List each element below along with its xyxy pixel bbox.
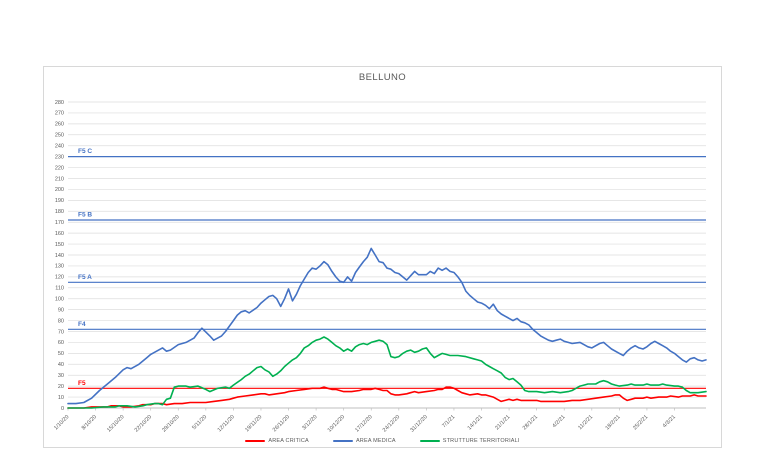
x-tick-label: 1/10/20 bbox=[53, 414, 70, 431]
y-tick-label: 120 bbox=[55, 275, 64, 281]
x-tick-label: 18/2/21 bbox=[605, 414, 622, 431]
x-tick-label: 14/1/21 bbox=[467, 414, 484, 431]
x-tick-label: 12/11/20 bbox=[217, 414, 236, 433]
x-tick-label: 3/12/20 bbox=[301, 414, 318, 431]
legend-item-area-critica: AREA CRITICA bbox=[245, 438, 309, 444]
y-tick-label: 70 bbox=[58, 329, 64, 335]
x-tick-label: 29/10/20 bbox=[161, 414, 180, 433]
y-tick-label: 280 bbox=[55, 100, 64, 106]
chart-card: BELLUNO 0 10 20 30 40 50 60 70 80 90 100 110 120 130 1… bbox=[43, 66, 722, 448]
y-tick-label: 230 bbox=[55, 154, 64, 160]
legend-item-strutture-territoriali: STRUTTURE TERRITORIALI bbox=[419, 438, 520, 444]
threshold-label-f5-b: F5 B bbox=[78, 212, 92, 219]
y-tick-label: 110 bbox=[55, 286, 64, 292]
x-tick-label: 4/2/21 bbox=[552, 414, 567, 429]
y-tick-label: 80 bbox=[58, 318, 64, 324]
legend-item-area-medica: AREA MEDICA bbox=[332, 438, 396, 444]
y-tick-label: 30 bbox=[58, 373, 64, 379]
threshold-label-f5-c: F5 C bbox=[78, 148, 92, 155]
y-tick-label: 90 bbox=[58, 307, 64, 313]
y-tick-label: 60 bbox=[58, 340, 64, 346]
x-tick-label: 19/11/20 bbox=[244, 414, 263, 433]
y-tick-label: 170 bbox=[55, 220, 64, 226]
threshold-label-f5-a: F5 A bbox=[78, 274, 92, 281]
y-tick-label: 270 bbox=[55, 111, 64, 117]
legend-swatch-area-critica bbox=[245, 440, 266, 442]
chart-title: BELLUNO bbox=[358, 72, 407, 83]
legend-label-area-critica: AREA CRITICA bbox=[268, 438, 309, 444]
x-tick-label: 15/10/20 bbox=[106, 414, 125, 433]
y-tick-label: 0 bbox=[61, 406, 64, 412]
x-tick-label: 28/1/21 bbox=[522, 414, 539, 431]
chart-legend: AREA CRITICA AREA MEDICA STRUTTURE TERRITO… bbox=[44, 438, 721, 444]
x-tick-label: 22/10/20 bbox=[134, 414, 153, 433]
x-tick-label: 24/12/20 bbox=[382, 414, 401, 433]
legend-label-area-medica: AREA MEDICA bbox=[355, 438, 396, 444]
y-tick-label: 100 bbox=[55, 297, 64, 303]
x-tick-label: 21/1/21 bbox=[494, 414, 511, 431]
threshold-label-f4: F4 bbox=[78, 321, 86, 328]
y-tick-label: 190 bbox=[55, 198, 64, 204]
y-tick-label: 250 bbox=[55, 133, 64, 139]
x-tick-label: 10/12/20 bbox=[327, 414, 346, 433]
x-tick-label: 4/3/21 bbox=[662, 414, 677, 429]
legend-label-strutture-territoriali: STRUTTURE TERRITORIALI bbox=[442, 438, 520, 444]
y-tick-label: 210 bbox=[55, 176, 64, 182]
y-tick-label: 240 bbox=[55, 144, 64, 150]
y-tick-label: 40 bbox=[58, 362, 64, 368]
threshold-label-f5: F5 bbox=[78, 380, 86, 387]
y-tick-label: 20 bbox=[58, 384, 64, 390]
y-tick-label: 220 bbox=[55, 165, 64, 171]
y-tick-label: 200 bbox=[55, 187, 64, 193]
legend-swatch-strutture-territoriali bbox=[419, 440, 440, 442]
y-tick-label: 50 bbox=[58, 351, 64, 357]
x-tick-label: 7/1/21 bbox=[441, 414, 456, 429]
x-tick-label: 31/12/20 bbox=[409, 414, 428, 433]
y-tick-label: 10 bbox=[58, 395, 64, 401]
series-line-area-medica bbox=[67, 247, 707, 405]
y-tick-label: 150 bbox=[55, 242, 64, 248]
series-line-strutture-territoriali bbox=[67, 336, 707, 409]
y-tick-label: 260 bbox=[55, 122, 64, 128]
legend-swatch-area-medica bbox=[332, 440, 353, 442]
x-tick-label: 8/10/20 bbox=[81, 414, 98, 431]
x-tick-label: 5/11/20 bbox=[191, 414, 208, 431]
series-line-area-critica bbox=[67, 386, 707, 409]
y-tick-label: 160 bbox=[55, 231, 64, 237]
y-tick-label: 180 bbox=[55, 209, 64, 215]
chart-plot: 0 10 20 30 40 50 60 70 80 90 100 110 120 130 140 150 160… bbox=[53, 100, 707, 434]
x-tick-label: 26/11/20 bbox=[272, 414, 291, 433]
y-tick-label: 130 bbox=[55, 264, 64, 270]
y-tick-label: 140 bbox=[55, 253, 64, 259]
x-tick-label: 17/12/20 bbox=[354, 414, 373, 433]
x-tick-label: 25/2/21 bbox=[632, 414, 649, 431]
x-tick-label: 11/2/21 bbox=[577, 414, 594, 431]
